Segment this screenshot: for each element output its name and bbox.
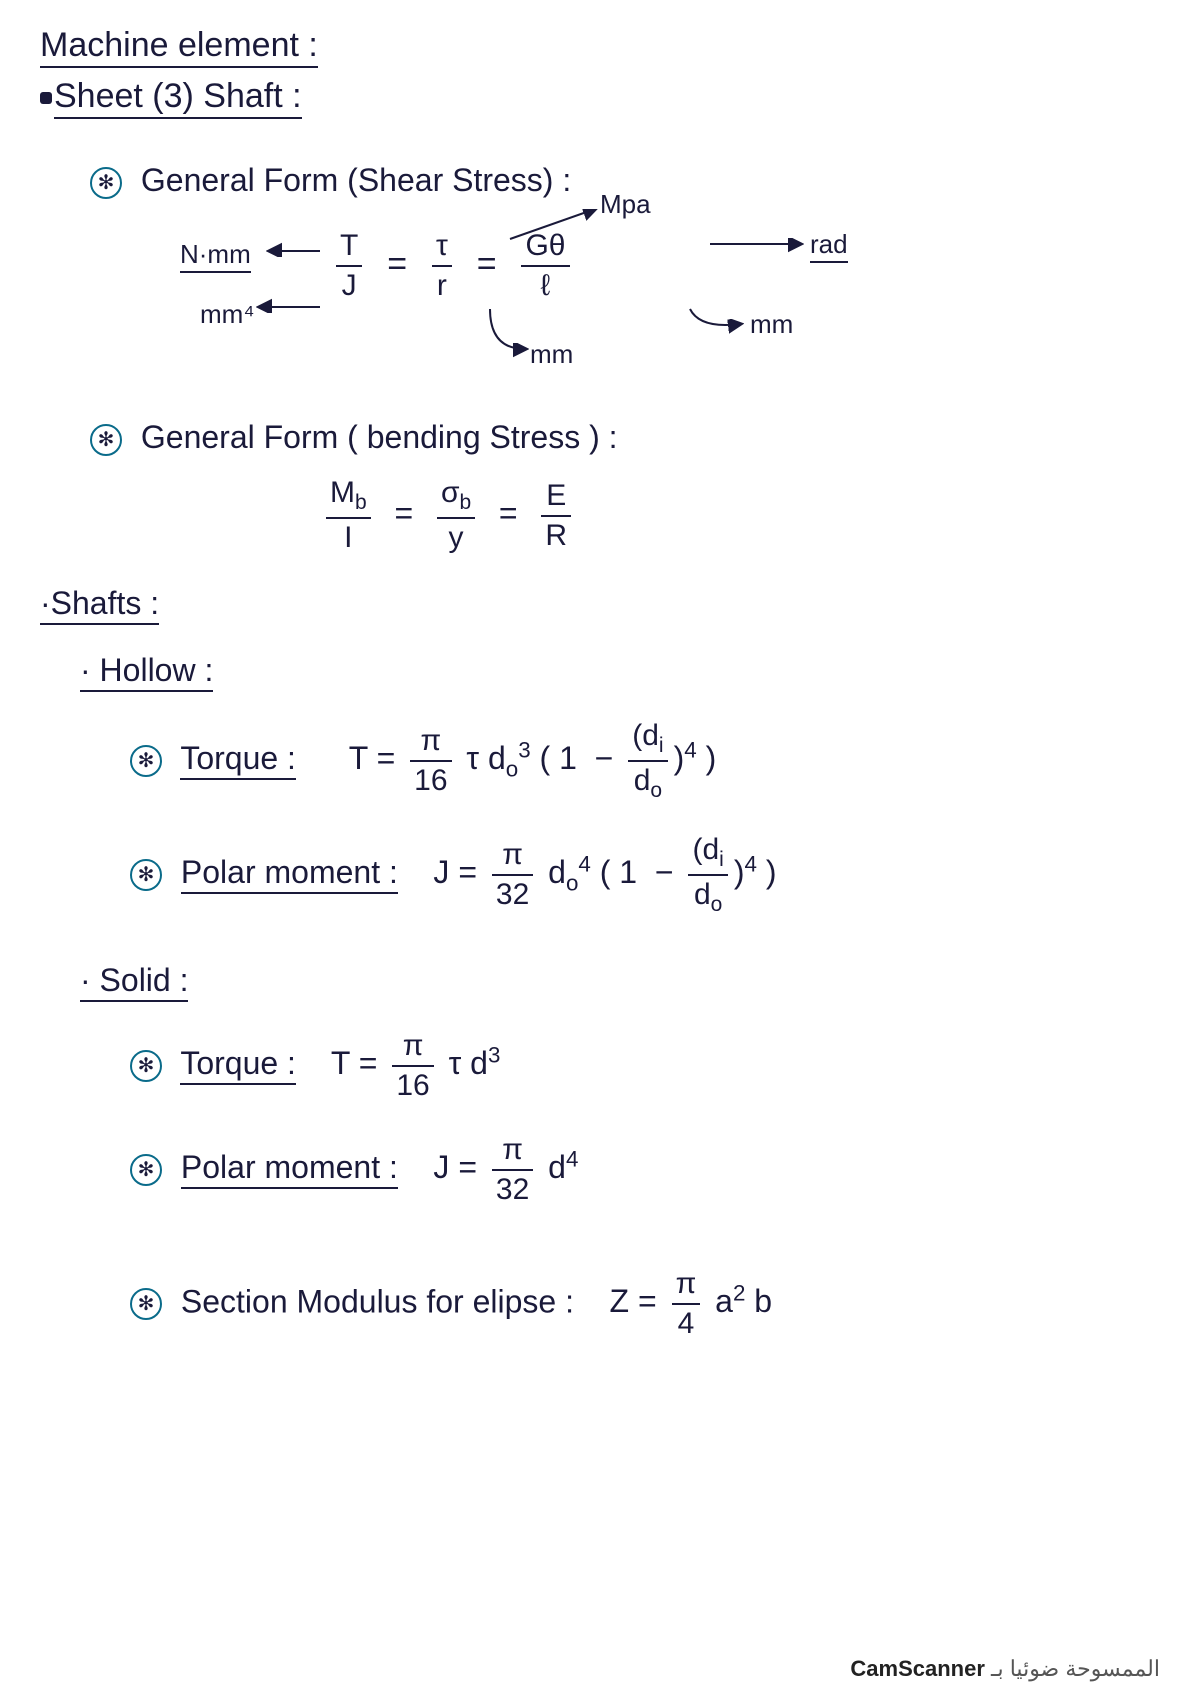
- solid-torque-eq: T = π16 τ d3: [331, 1045, 500, 1081]
- bending-title: General Form ( bending Stress ) :: [141, 419, 618, 455]
- star-icon: ✻: [130, 745, 162, 777]
- bullet-icon: [40, 92, 52, 104]
- shear-equation: TJ = τr = Gθℓ: [330, 229, 576, 303]
- solid-polar-label: Polar moment :: [181, 1149, 398, 1189]
- hollow-polar-row: ✻ Polar moment : J = π32 do4 ( 1 − (dido…: [130, 833, 1140, 917]
- footer-arabic: الممسوحة ضوئيا بـ: [991, 1656, 1160, 1681]
- hollow-torque-eq: T = π16 τ do3 ( 1 − (dido)4 ): [349, 740, 717, 776]
- star-icon: ✻: [90, 424, 122, 456]
- solid-torque-row: ✻ Torque : T = π16 τ d3: [130, 1029, 1140, 1103]
- star-icon: ✻: [130, 1154, 162, 1186]
- star-icon: ✻: [130, 1288, 162, 1320]
- page-title-2: Sheet (3) Shaft :: [40, 71, 1140, 122]
- bending-equation: MbI = σby = ER: [320, 476, 1140, 555]
- star-icon: ✻: [130, 859, 162, 891]
- ellipse-row: ✻ Section Modulus for elipse : Z = π4 a2…: [130, 1267, 1140, 1341]
- hollow-polar-label: Polar moment :: [181, 854, 398, 894]
- title-line1: Machine element :: [40, 26, 318, 68]
- hollow-torque-label: Torque :: [180, 740, 296, 780]
- footer-brand: CamScanner: [850, 1656, 985, 1681]
- hollow-polar-eq: J = π32 do4 ( 1 − (dido)4 ): [433, 854, 776, 890]
- scanner-footer: الممسوحة ضوئيا بـ CamScanner: [850, 1656, 1160, 1682]
- solid-polar-row: ✻ Polar moment : J = π32 d4: [130, 1133, 1140, 1207]
- ellipse-eq: Z = π4 a2 b: [610, 1283, 773, 1319]
- page-title-1: Machine element :: [40, 20, 1140, 71]
- shear-equation-diagram: N·mm mm⁴ Mpa mm rad mm: [180, 209, 1140, 389]
- page: Machine element : Sheet (3) Shaft : ✻ Ge…: [0, 0, 1200, 1698]
- hollow-label: · Hollow :: [80, 652, 1140, 689]
- shear-title: General Form (Shear Stress) :: [141, 162, 571, 198]
- hollow-torque-row: ✻ Torque : T = π16 τ do3 ( 1 − (dido)4 ): [130, 719, 1140, 803]
- star-icon: ✻: [90, 167, 122, 199]
- ellipse-label: Section Modulus for elipse :: [181, 1283, 574, 1319]
- section-bending: ✻ General Form ( bending Stress ) :: [90, 419, 1140, 456]
- title-line2: Sheet (3) Shaft :: [54, 77, 302, 119]
- solid-torque-label: Torque :: [180, 1045, 296, 1085]
- solid-label: · Solid :: [80, 962, 1140, 999]
- star-icon: ✻: [130, 1050, 162, 1082]
- solid-polar-eq: J = π32 d4: [433, 1149, 578, 1185]
- shafts-label: ·Shafts :: [40, 585, 1140, 622]
